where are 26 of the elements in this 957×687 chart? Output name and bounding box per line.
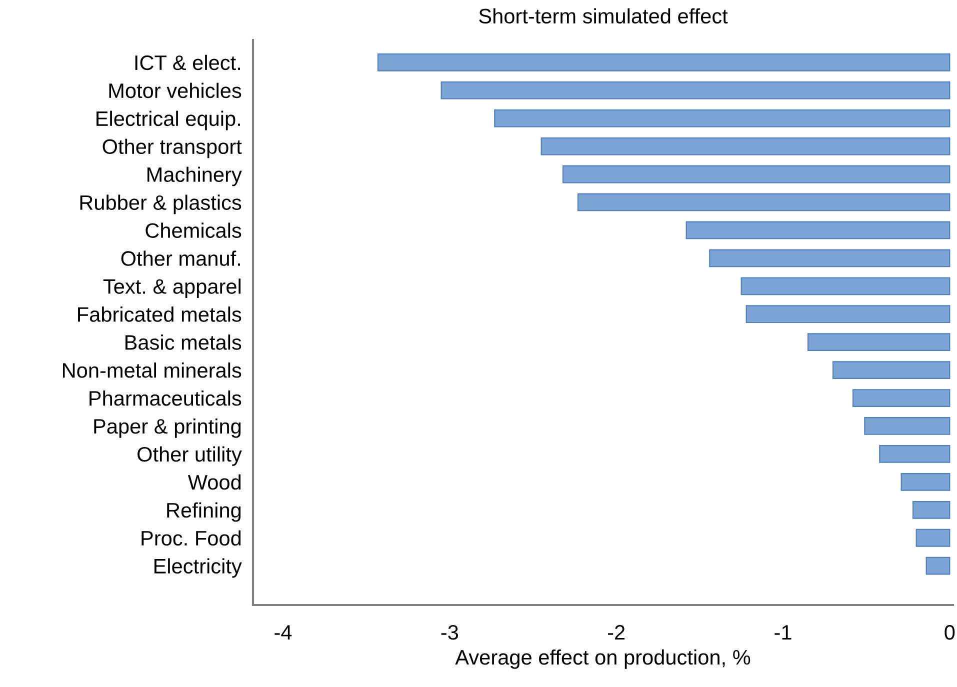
y-tick-label: Electricity (154, 558, 242, 578)
x-tick-label: 0 (944, 624, 955, 640)
y-tick-label: Non-metal minerals (62, 362, 242, 378)
y-tick-label: Wood (188, 474, 241, 490)
y-tick-label: Paper & printing (94, 418, 241, 438)
y-tick-label: Chemicals (146, 222, 242, 238)
y-tick-label: ICT & elect. (135, 54, 240, 70)
y-tick-label: Motor vehicles (109, 82, 242, 98)
x-tick-label: -2 (608, 624, 625, 640)
y-tick-label: Other transport (102, 138, 242, 158)
y-tick-label: Electrical equip. (96, 110, 240, 130)
y-tick-label: Fabricated metals (78, 306, 242, 322)
x-axis-title: Average effect on production, % (455, 649, 750, 669)
y-tick-label: Pharmaceuticals (90, 390, 242, 406)
y-tick-label: Other utility (138, 446, 242, 466)
y-tick-label: Machinery (148, 166, 242, 186)
x-tick-label: -3 (441, 624, 458, 640)
chart-title: Short-term simulated effect (479, 8, 728, 24)
y-tick-label: Rubber & plastics (80, 194, 242, 214)
x-tick-label: -4 (274, 625, 292, 640)
y-tick-label: Text. & apparel (103, 278, 241, 298)
y-tick-label: Basic metals (126, 334, 242, 350)
y-tick-label: Refining (167, 502, 241, 522)
y-tick-label: Other manuf. (121, 250, 240, 266)
x-tick-label: -1 (774, 625, 792, 640)
y-tick-label: Proc. Food (142, 530, 241, 546)
